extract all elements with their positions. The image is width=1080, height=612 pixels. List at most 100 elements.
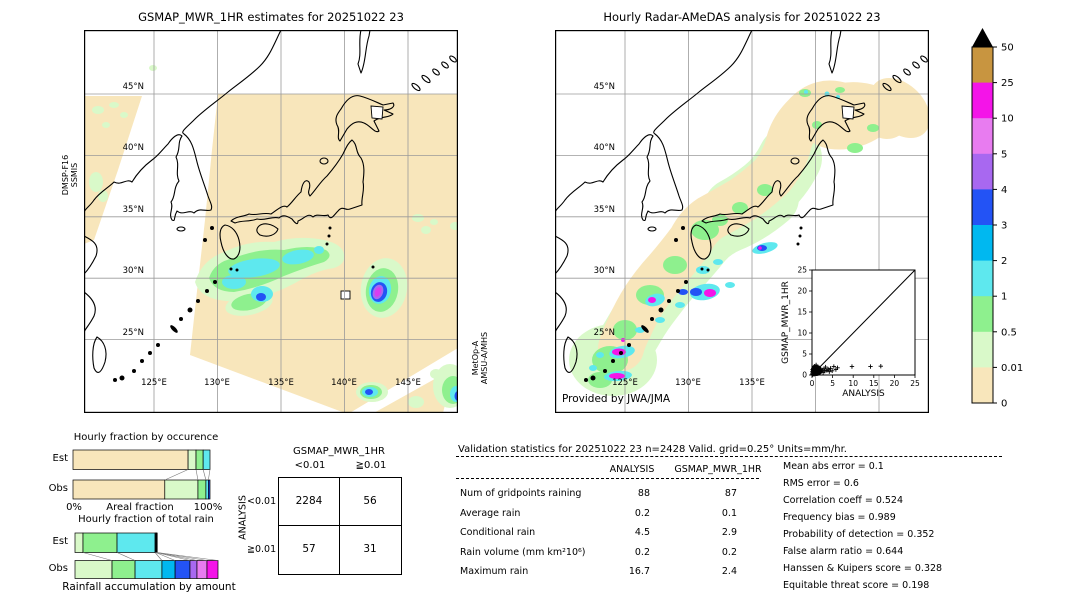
left-map-precip-shading [84, 65, 458, 413]
inset-y-tick-label: 0 [802, 371, 807, 380]
left-lon-135: 135°E [268, 378, 294, 388]
colorbar-segment-cream [972, 367, 993, 404]
contingency-title: GSMAP_MWR_1HR [293, 446, 385, 457]
right-lat-25: 25°N [593, 328, 615, 338]
right-lon-135: 135°E [739, 378, 765, 388]
colorbar-tick-label: 2 [1001, 256, 1007, 267]
contingency-cell-00: 2284 [295, 495, 323, 507]
stats-row-gsmap-value: 87 [724, 488, 737, 499]
stats-row-analysis-value: 4.5 [634, 527, 650, 538]
inset-y-tick-label: 10 [797, 329, 807, 338]
stats-metric: RMS error = 0.6 [783, 478, 859, 489]
right-lon-130: 130°E [675, 378, 701, 388]
inset-diagonal [811, 269, 916, 376]
left-map [84, 30, 458, 413]
contingency-table: 2284 56 57 31 [278, 477, 402, 575]
left-lat-45: 45°N [122, 82, 144, 92]
stats-col-gsmap: GSMAP_MWR_1HR [674, 464, 762, 475]
sensor-dmsp: DMSP-F16 [61, 154, 70, 196]
fan-line [116, 552, 136, 561]
inset-point [849, 364, 855, 369]
contingency-row-label-lt: <0.01 [247, 496, 277, 507]
left-lat-30: 30°N [122, 266, 144, 276]
fan-line [82, 552, 113, 561]
inset-x-tick-label: 10 [848, 379, 858, 388]
left-lon-140: 140°E [331, 378, 357, 388]
contingency-cell-10: 57 [302, 543, 316, 555]
colorbar-segment-blue [972, 189, 993, 226]
totalrain-obs-label: Obs [48, 563, 68, 574]
contingency-vline [339, 478, 340, 574]
bar-segment-cream [72, 479, 166, 500]
stats-metric: Frequency bias = 0.989 [783, 512, 896, 523]
stats-row-analysis-value: 0.2 [634, 507, 650, 519]
inset-point [822, 369, 827, 374]
stats-row-gsmap-value: 0.2 [721, 546, 737, 558]
bar-segment-skyblue [161, 560, 176, 579]
occurrence-x0: 0% [66, 502, 82, 513]
bar-segment-palegreen [74, 532, 84, 553]
bar-segment-palegreen [164, 479, 199, 500]
colorbar-segment-skyblue [972, 225, 993, 262]
right-map-title: Hourly Radar-AMeDAS analysis for 2025102… [603, 10, 881, 24]
colorbar-tick-label: 5 [1001, 149, 1007, 160]
contingency-cell-01: 56 [363, 495, 377, 507]
colorbar-tick-label: 3 [1001, 221, 1007, 232]
right-lon-125: 125°E [612, 378, 638, 388]
stats-header: Validation statistics for 20251022 23 n=… [458, 444, 847, 455]
inset-y-tick-label: 5 [802, 350, 807, 359]
fan-line [154, 552, 163, 561]
right-lat-40: 40°N [593, 143, 615, 153]
stats-row-gsmap-value: 2.9 [721, 527, 737, 538]
totalrain-chart-title: Hourly fraction of total rain [78, 514, 214, 525]
colorbar-segment-cyan [972, 260, 993, 297]
bar-segment-palegreen [74, 560, 113, 579]
inset-point [878, 363, 884, 369]
stats-col-analysis: ANALYSIS [609, 464, 655, 475]
colorbar-overflow-triangle [972, 28, 993, 47]
fraction-bars [72, 449, 219, 579]
totalrain-est-label: Est [52, 536, 68, 547]
inset-y-tick-label: 20 [797, 287, 807, 296]
bar-segment-green [111, 560, 136, 579]
inset-y-tick-label: 25 [797, 266, 807, 275]
colorbar-tick-label: 0 [1001, 399, 1007, 410]
inset-x-tick-label: 0 [810, 379, 815, 388]
inset-y-tick-label: 15 [797, 308, 807, 317]
stats-divider-top [456, 456, 1002, 457]
fan-line [155, 552, 176, 561]
colorbar-segment-orchid [972, 118, 993, 155]
occurrence-est-label: Est [52, 453, 68, 464]
inset-x-tick-label: 25 [910, 379, 920, 388]
stats-row-label: Maximum rain [460, 566, 529, 577]
contingency-row-label-ge: ≧0.01 [247, 544, 277, 555]
bar-segment-purple [189, 560, 198, 579]
inset-xlabel: ANALYSIS [842, 389, 885, 399]
left-lon-125: 125°E [141, 378, 167, 388]
inset-point [868, 364, 873, 369]
bar-segment-cyan [205, 479, 209, 500]
colorbar-tick-label: 4 [1001, 185, 1007, 196]
bar-segment-orchid [196, 560, 208, 579]
right-map: 00 5 5 10 10 15 15 20 20 25 25 ANALYSIS GSMAP_MWR_1H… [555, 30, 929, 413]
bar-segment-palegreen [187, 449, 197, 470]
right-lat-35: 35°N [593, 205, 615, 215]
occurrence-chart-title: Hourly fraction by occurence [73, 432, 219, 443]
colorbar-segment-magenta [972, 82, 993, 119]
inset-point [829, 368, 835, 373]
stats-row-label: Average rain [460, 507, 521, 519]
inset-point [825, 366, 831, 372]
fan-line [208, 469, 211, 481]
bar-segment-blue [208, 479, 211, 500]
colorbar-tick-label: 0.01 [1001, 363, 1023, 374]
sensor-ssmis: SSMIS [70, 162, 79, 188]
inset-ylabel: GSMAP_MWR_1HR [781, 281, 791, 364]
colorbar-tick-label: 1 [1001, 292, 1007, 303]
colorbar-segment-green [972, 296, 993, 333]
inset-point [828, 366, 833, 371]
inset-point [823, 364, 828, 370]
colorbar-segment-purple [972, 153, 993, 190]
fan-line [156, 552, 198, 561]
right-map-frame [555, 30, 929, 413]
fan-line [202, 469, 207, 481]
